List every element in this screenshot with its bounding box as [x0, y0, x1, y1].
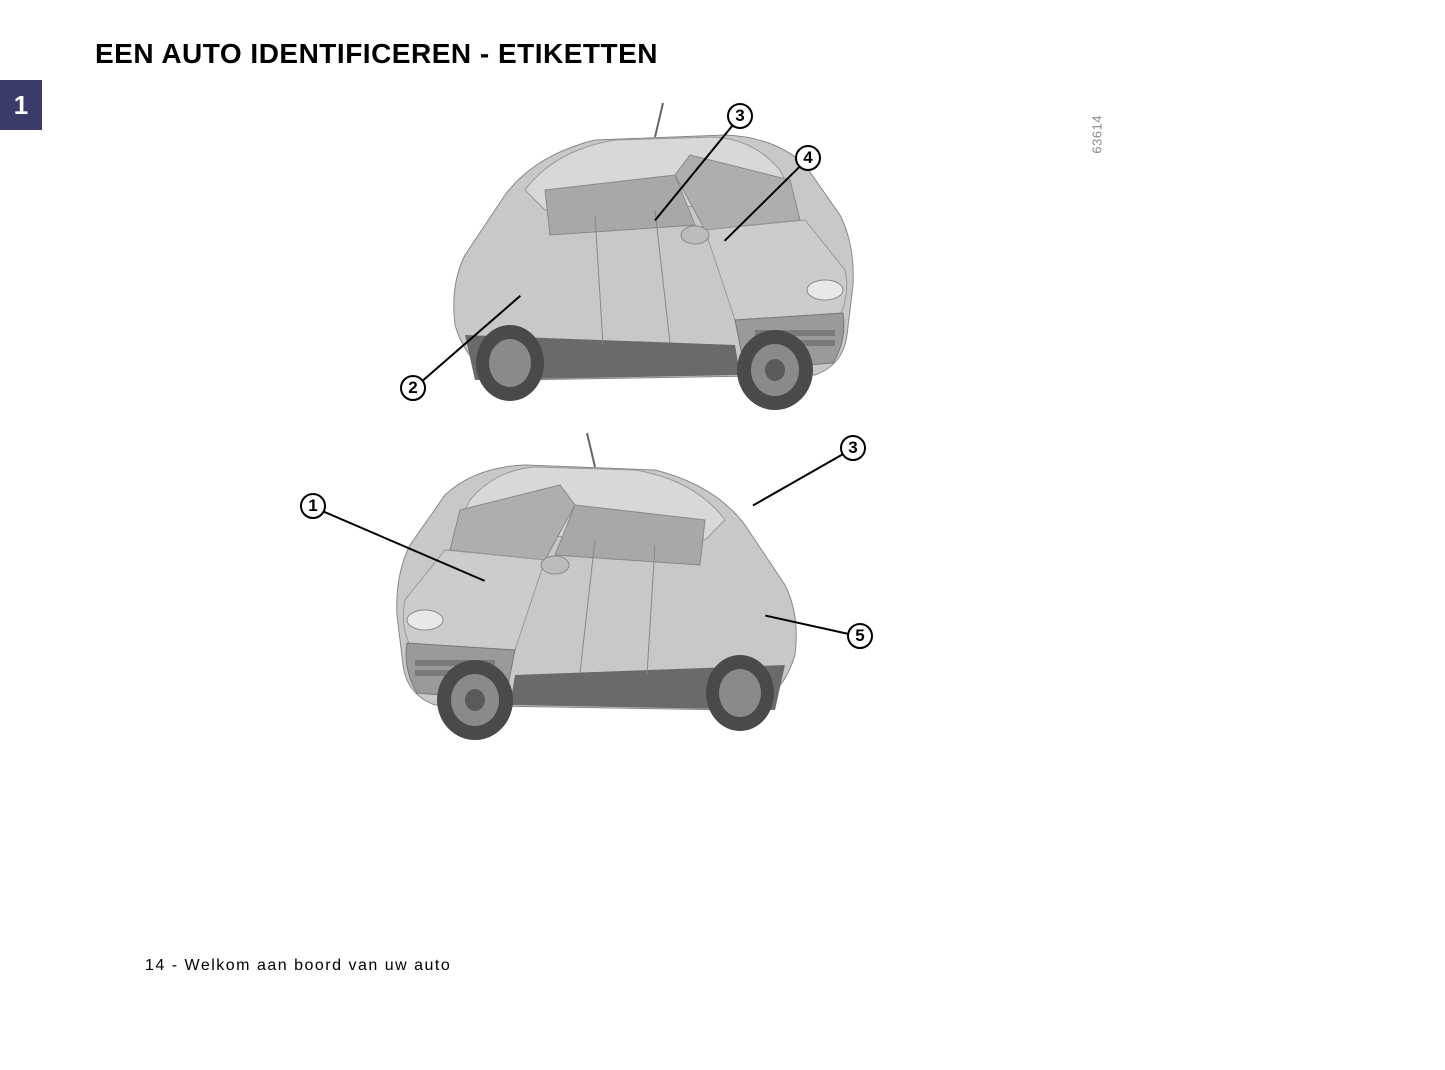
callout-label-3: 3 — [840, 435, 866, 461]
callout-label-1: 1 — [300, 493, 326, 519]
diagram-area: 3 4 2 3 1 5 — [275, 85, 1095, 745]
callout-label-2: 2 — [400, 375, 426, 401]
callout-label-4: 4 — [795, 145, 821, 171]
page-footer: 14 - Welkom aan boord van uw auto — [145, 957, 451, 975]
callout-label-3: 3 — [727, 103, 753, 129]
car-illustration-top — [395, 85, 875, 415]
callout-label-5: 5 — [847, 623, 873, 649]
chapter-tab: 1 — [0, 80, 42, 130]
page-title: EEN AUTO IDENTIFICEREN - ETIKETTEN — [95, 38, 658, 70]
car-illustration-bottom — [375, 415, 855, 745]
